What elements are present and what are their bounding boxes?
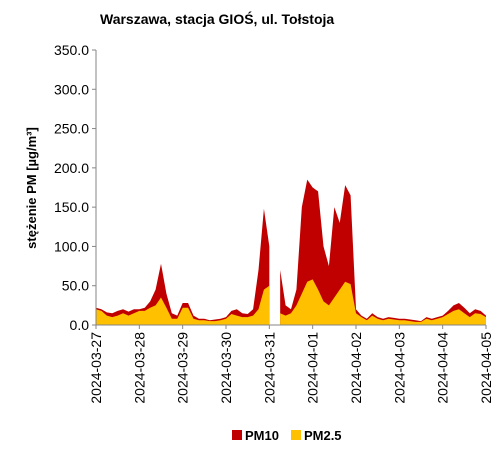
area-series <box>96 279 486 325</box>
x-tick-label: 2024-04-01 <box>305 332 321 404</box>
y-tick-label: 100.0 <box>54 238 89 254</box>
x-tick-label: 2024-04-05 <box>478 332 494 404</box>
x-tick-label: 2024-03-29 <box>175 332 191 404</box>
y-tick-label: 250.0 <box>54 121 89 137</box>
x-tick-label: 2024-04-03 <box>391 332 407 404</box>
chart-title: Warszawa, stacja GIOŚ, ul. Tołstoja <box>100 10 334 27</box>
x-tick-label: 2024-03-30 <box>218 332 234 404</box>
x-tick-label: 2024-04-04 <box>435 332 451 404</box>
x-tick-label: 2024-04-02 <box>348 332 364 404</box>
x-tick-label: 2024-03-27 <box>88 332 104 404</box>
y-tick-label: 350.0 <box>54 42 89 58</box>
area-series <box>96 179 486 325</box>
legend-swatch <box>232 430 242 440</box>
x-tick-label: 2024-03-31 <box>261 332 277 404</box>
legend-swatch <box>290 430 301 440</box>
y-tick-label: 0.0 <box>70 317 90 333</box>
y-axis-label: stężenie PM [µg/m³] <box>24 127 39 249</box>
y-tick-label: 300.0 <box>54 81 89 97</box>
x-tick-label: 2024-03-28 <box>131 332 147 404</box>
y-tick-label: 200.0 <box>54 160 89 176</box>
legend-label: PM10 <box>245 428 279 443</box>
y-tick-label: 150.0 <box>54 199 89 215</box>
y-tick-label: 50.0 <box>62 278 89 294</box>
legend-label: PM2.5 <box>304 428 342 443</box>
